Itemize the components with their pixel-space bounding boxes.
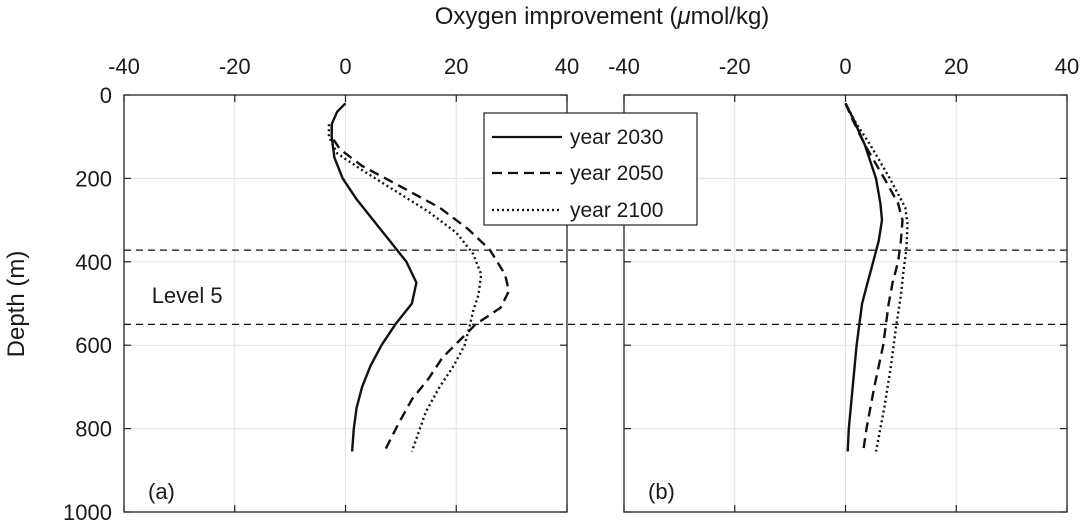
x-tick-label: 40 <box>1055 54 1079 79</box>
series-line-a-year-2100 <box>327 124 483 452</box>
panel-a-label: (a) <box>148 479 175 504</box>
x-tick-label: 20 <box>944 54 968 79</box>
legend-box <box>483 112 698 226</box>
x-tick-label: 0 <box>339 54 351 79</box>
y-axis-title: Depth (m) <box>3 251 30 358</box>
x-tick-label: 20 <box>444 54 468 79</box>
x-tick-label: -20 <box>719 54 751 79</box>
y-tick-label: 200 <box>75 166 112 191</box>
x-tick-label: 0 <box>839 54 851 79</box>
series-line-a-year-2050 <box>330 124 511 453</box>
y-tick-label: 400 <box>75 250 112 275</box>
y-tick-label: 1000 <box>63 500 112 524</box>
series-line-b-year-2050 <box>844 102 904 452</box>
x-tick-label: -20 <box>219 54 251 79</box>
reference-lines-layer <box>124 249 1067 326</box>
level-5-label: Level 5 <box>152 283 223 308</box>
frame-layer <box>123 94 1068 513</box>
y-tick-label: 0 <box>100 83 112 108</box>
legend-entry-2050: year 2050 <box>570 162 663 185</box>
x-tick-label: -40 <box>108 54 140 79</box>
y-tick-label: 800 <box>75 417 112 442</box>
legend: year 2030 year 2050 year 2100 <box>483 112 698 226</box>
x-tick-label: 40 <box>555 54 579 79</box>
series-layer <box>327 102 909 453</box>
legend-entry-2100: year 2100 <box>570 199 663 222</box>
series-line-a-year-2030 <box>330 102 418 452</box>
x-axis-title: Oxygen improvement (μmol/kg) <box>435 3 770 30</box>
legend-entry-2030: year 2030 <box>570 126 663 149</box>
panel-b-label: (b) <box>648 479 675 504</box>
y-tick-label: 600 <box>75 333 112 358</box>
series-line-b-year-2100 <box>844 102 909 452</box>
x-tick-label: -40 <box>608 54 640 79</box>
